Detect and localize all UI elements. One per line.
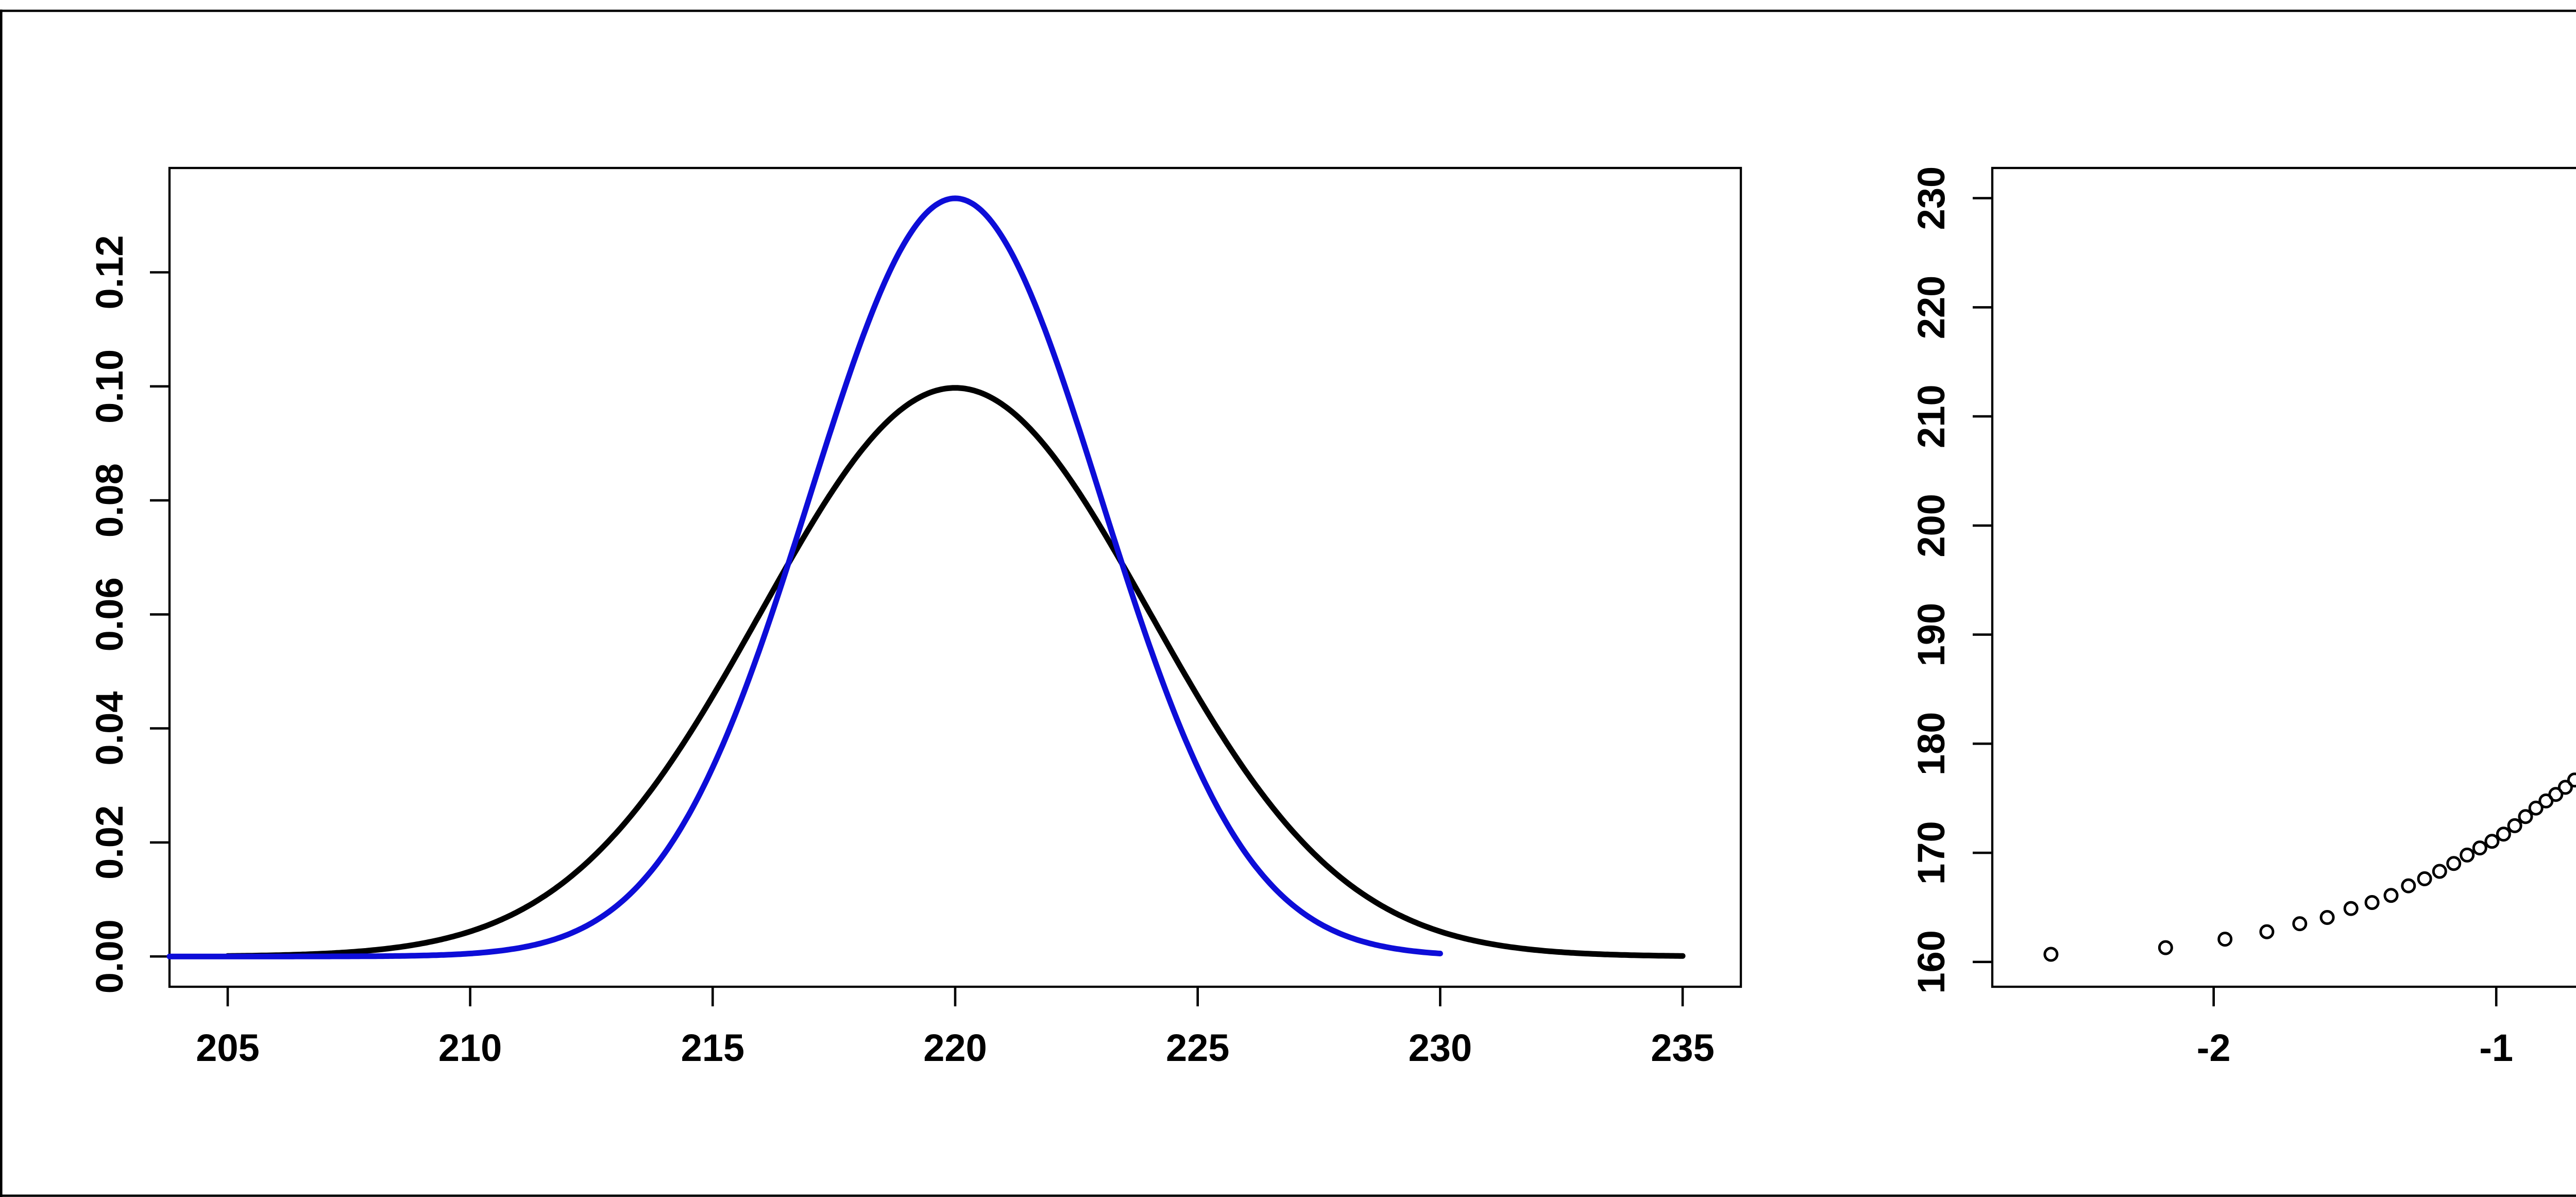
- svg-text:230: 230: [1409, 1026, 1472, 1069]
- svg-text:0.10: 0.10: [88, 349, 131, 424]
- svg-text:225: 225: [1166, 1026, 1229, 1069]
- svg-text:200: 200: [1910, 494, 1953, 557]
- svg-text:210: 210: [438, 1026, 502, 1069]
- svg-text:0.04: 0.04: [88, 692, 131, 766]
- svg-text:-1: -1: [2479, 1026, 2513, 1069]
- svg-text:170: 170: [1910, 821, 1953, 884]
- svg-text:190: 190: [1910, 603, 1953, 666]
- svg-text:0.00: 0.00: [88, 919, 131, 993]
- svg-text:180: 180: [1910, 712, 1953, 775]
- svg-text:220: 220: [923, 1026, 987, 1069]
- svg-text:205: 205: [196, 1026, 259, 1069]
- svg-text:0.02: 0.02: [88, 805, 131, 880]
- svg-text:220: 220: [1910, 276, 1953, 339]
- svg-text:210: 210: [1910, 384, 1953, 448]
- svg-text:0.08: 0.08: [88, 463, 131, 537]
- svg-text:235: 235: [1651, 1026, 1714, 1069]
- svg-text:160: 160: [1910, 930, 1953, 993]
- svg-text:215: 215: [681, 1026, 744, 1069]
- svg-text:-2: -2: [2197, 1026, 2231, 1069]
- svg-text:0.06: 0.06: [88, 577, 131, 651]
- svg-text:230: 230: [1910, 166, 1953, 230]
- svg-text:0.12: 0.12: [88, 235, 131, 309]
